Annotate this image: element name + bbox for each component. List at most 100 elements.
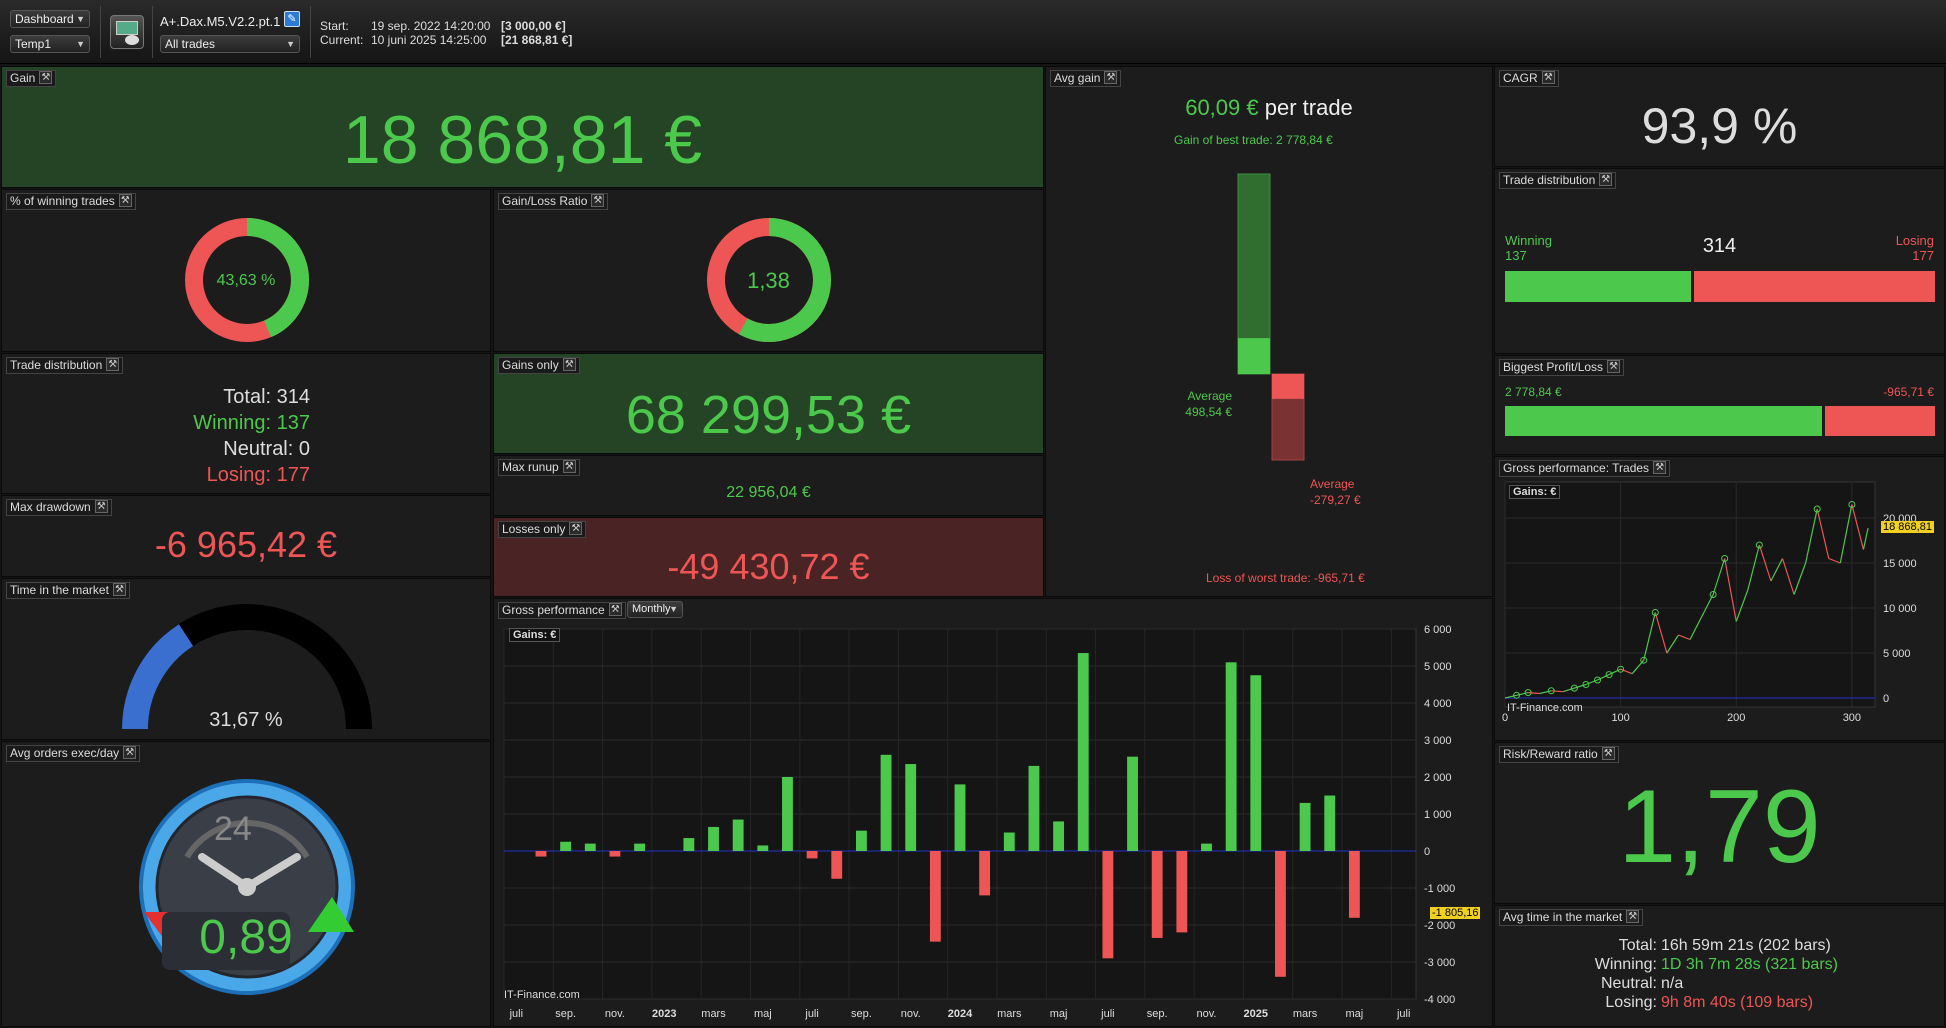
data-point [1709, 591, 1717, 598]
avg-win-bar [1238, 338, 1270, 374]
series-line [1516, 692, 1529, 696]
data-point [1594, 676, 1601, 684]
gains-only-panel: Gains only ⚒ 68 299,53 € [493, 353, 1044, 454]
divider [100, 6, 101, 58]
wrench-icon[interactable]: ⚒ [39, 71, 53, 84]
bar [954, 784, 966, 851]
wrench-icon[interactable]: ⚒ [569, 522, 583, 535]
bar [634, 843, 645, 851]
max-drawdown-title-text: Max drawdown [10, 500, 91, 514]
avg-gain-value: 60,09 € [1185, 95, 1259, 120]
bar [1028, 765, 1040, 851]
wrench-icon[interactable]: ⚒ [1626, 910, 1640, 923]
x-tick-label: 2025 [1244, 1008, 1268, 1020]
avg-time-panel: Avg time in the market ⚒ Total: Winning: … [1494, 905, 1945, 1027]
series-line [1654, 612, 1668, 654]
bar [1176, 851, 1188, 933]
biggest-profit-label: 2 778,84 € [1505, 385, 1562, 399]
wrench-icon[interactable]: ⚒ [591, 194, 605, 207]
template-select-value: Temp1 [15, 37, 52, 51]
start-date: 19 sep. 2022 14:20:00 [371, 19, 491, 33]
time-in-market-title: Time in the market ⚒ [6, 582, 130, 599]
avg-time-title-text: Avg time in the market [1503, 910, 1623, 924]
series-line [1689, 616, 1703, 640]
wrench-icon[interactable]: ⚒ [1601, 747, 1615, 760]
wrench-icon[interactable]: ⚒ [112, 583, 126, 596]
series-line [1770, 558, 1784, 582]
cagr-panel: CAGR ⚒ 93,9 % [1494, 66, 1945, 167]
y-tick-label: 10 000 [1883, 603, 1917, 615]
y-tick-label: 1 000 [1424, 809, 1452, 821]
series-line [1574, 683, 1587, 689]
cagr-value: 93,9 % [1641, 98, 1798, 154]
gains-only-title-text: Gains only [502, 358, 559, 372]
toolbar: Dashboard ▼ Temp1 ▼ A+.Dax.M5.V2.2.pt.1 ✎ … [0, 0, 1946, 64]
gross-trades-title: Gross performance: Trades ⚒ [1499, 460, 1671, 477]
trade-filter-select[interactable]: All trades ▼ [160, 35, 300, 53]
wrench-icon[interactable]: ⚒ [562, 358, 576, 371]
series-line [1620, 668, 1633, 675]
avg-time-neutral-label: Neutral: [1600, 975, 1657, 992]
wrench-icon[interactable]: ⚒ [1104, 71, 1118, 84]
gross-trades-panel: Gross performance: Trades ⚒ 20 000 15 000 1… [1494, 456, 1945, 741]
series-line [1678, 634, 1691, 641]
gross-monthly-badge: Gains: € [509, 628, 561, 642]
y-tick-label: -4 000 [1424, 994, 1455, 1006]
wrench-icon[interactable]: ⚒ [1599, 173, 1613, 186]
data-point [1848, 501, 1856, 508]
period-select[interactable]: Monthly ▼ [627, 601, 683, 618]
avg-time-winning: 1D 3h 7m 28s (321 bars) [1661, 956, 1838, 973]
losing-count: 177 [1912, 248, 1934, 263]
wrench-icon[interactable]: ⚒ [608, 603, 622, 616]
wrench-icon[interactable]: ⚒ [106, 358, 120, 371]
wrench-icon[interactable]: ⚒ [1541, 71, 1555, 84]
start-value: [3 000,00 €] [501, 19, 566, 33]
series-line [1862, 528, 1869, 550]
template-select[interactable]: Temp1 ▼ [10, 35, 90, 53]
bar [683, 838, 695, 851]
strategy-settings-icon[interactable] [110, 15, 144, 49]
view-select[interactable]: Dashboard ▼ [10, 10, 90, 28]
bar [1324, 795, 1336, 851]
wrench-icon[interactable]: ⚒ [118, 194, 132, 207]
biggest-title: Biggest Profit/Loss ⚒ [1499, 359, 1625, 376]
chevron-down-icon: ▼ [669, 604, 678, 614]
wrench-icon[interactable]: ⚒ [1653, 461, 1667, 474]
wrench-icon[interactable]: ⚒ [123, 746, 137, 759]
chevron-down-icon: ▼ [76, 39, 85, 49]
x-tick-label: mars [997, 1008, 1022, 1020]
wrench-icon[interactable]: ⚒ [1607, 360, 1621, 373]
time-in-market-gauge [122, 604, 372, 730]
max-runup-panel: Max runup ⚒ 22 956,04 € [493, 455, 1044, 516]
x-tick-label: sep. [1147, 1008, 1168, 1020]
time-in-market-value: 31,67 % [209, 709, 283, 731]
avg-time-total: 16h 59m 21s (202 bars) [1661, 937, 1831, 954]
gross-trades-title-text: Gross performance: Trades [1503, 461, 1650, 475]
y-tick-label: 2 000 [1424, 772, 1452, 784]
series-line [1701, 594, 1714, 618]
data-point [1617, 665, 1625, 673]
wrench-icon[interactable]: ⚒ [562, 460, 576, 473]
gain-loss-title: Gain/Loss Ratio ⚒ [498, 193, 609, 210]
losses-only-title-text: Losses only [502, 522, 566, 536]
series-line [1539, 690, 1552, 695]
bar [708, 826, 719, 851]
avg-gain-suffix: per trade [1264, 95, 1353, 120]
avg-gain-title: Avg gain ⚒ [1050, 70, 1122, 87]
data-point [1582, 681, 1590, 688]
x-tick-label: 2024 [948, 1008, 973, 1020]
gain-loss-title-text: Gain/Loss Ratio [502, 194, 588, 208]
bar [1003, 832, 1015, 851]
avg-orders-panel: Avg orders exec/day ⚒ 24 0,89 [1, 741, 491, 1027]
y-tick-label: 5 000 [1424, 661, 1452, 673]
bar [782, 777, 793, 851]
gross-trades-watermark: IT-Finance.com [1507, 702, 1583, 714]
view-select-value: Dashboard [15, 12, 74, 26]
data-point [1547, 687, 1555, 695]
x-tick-label: maj [1050, 1008, 1068, 1020]
clock-icon [139, 779, 355, 995]
period-select-value: Monthly [632, 603, 671, 615]
x-tick-label: mars [701, 1008, 726, 1020]
wrench-icon[interactable]: ⚒ [94, 500, 108, 513]
edit-icon[interactable]: ✎ [284, 11, 300, 27]
